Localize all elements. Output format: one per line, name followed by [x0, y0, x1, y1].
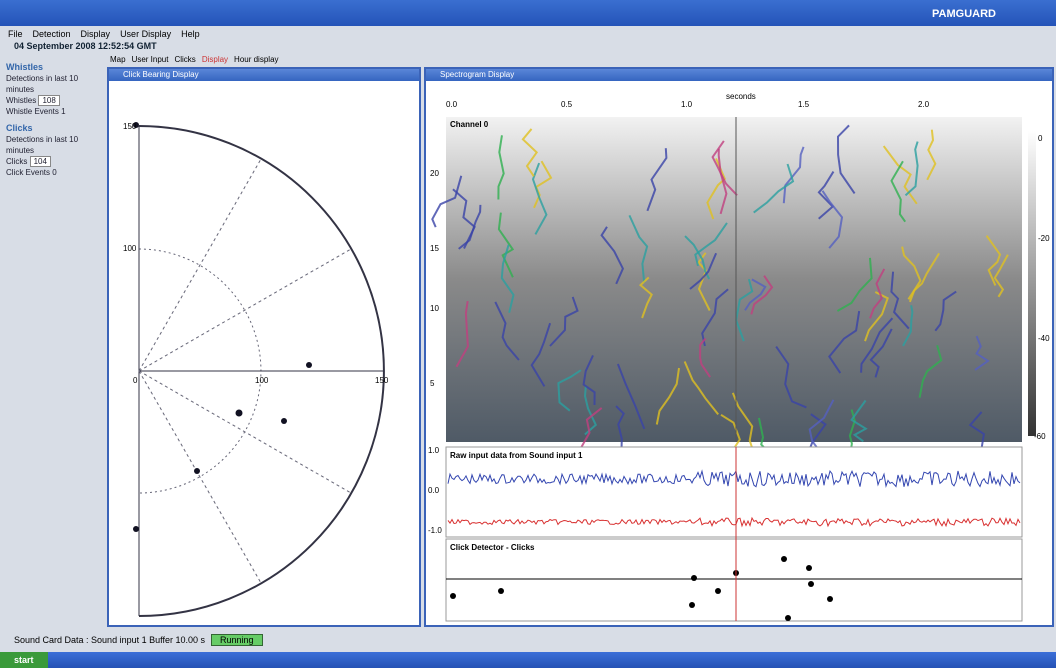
taskbar: start: [0, 652, 1056, 668]
app-screen: PAMGUARD File Detection Display User Dis…: [0, 0, 1056, 668]
polar-label: 150: [375, 376, 389, 385]
colorbar: [1028, 131, 1036, 436]
row: Clicks 104: [6, 156, 102, 167]
y-tick: 10: [430, 304, 439, 313]
tab[interactable]: Clicks: [174, 55, 195, 64]
tab[interactable]: Map: [110, 55, 126, 64]
menu-bar: File Detection Display User Display Help: [8, 29, 200, 39]
caption: Detections in last 10 minutes: [6, 134, 102, 156]
window-title: Click Bearing Display: [109, 69, 419, 81]
x-tick: 1.0: [681, 100, 693, 109]
window-title: PAMGUARD: [932, 8, 996, 20]
key: Whistles: [6, 96, 36, 105]
x-tick: 0.0: [446, 100, 458, 109]
y-tick: 5: [430, 379, 435, 388]
polar-label: 150: [123, 122, 137, 131]
colorbar-tick: -60: [1034, 432, 1046, 441]
x-tick: 0.5: [561, 100, 573, 109]
y-tick: -1.0: [428, 526, 442, 535]
raw-title: Raw input data from Sound input 1: [450, 451, 583, 460]
y-tick: 0.0: [428, 486, 440, 495]
spectrogram-plot: seconds 0.0 0.5 1.0 1.5 2.0 Channel 0 20…: [426, 81, 1052, 623]
polar-label: 100: [255, 376, 269, 385]
click-title: Click Detector - Clicks: [450, 543, 535, 552]
value: 108: [38, 95, 59, 106]
status-state: Running: [211, 634, 263, 646]
tab[interactable]: Display: [202, 55, 228, 64]
heading: Clicks: [6, 123, 102, 134]
polar-plot: 150 100 0 100 150: [109, 81, 419, 623]
row: Whistles 108: [6, 95, 102, 106]
spectrogram-window: Spectrogram Display seconds 0.0 0.5 1.0 …: [424, 67, 1054, 627]
caption: Detections in last 10 minutes: [6, 73, 102, 95]
detections: [133, 122, 312, 532]
polar-label: 100: [123, 244, 137, 253]
bearing-window: Click Bearing Display 150 100 0 100 150: [107, 67, 421, 627]
tab[interactable]: Hour display: [234, 55, 278, 64]
row: Whistle Events 1: [6, 106, 102, 117]
menu-item[interactable]: User Display: [120, 29, 171, 39]
heading: Whistles: [6, 62, 102, 73]
y-tick: 20: [430, 169, 439, 178]
window-title: Spectrogram Display: [426, 69, 1052, 81]
status-bar: Sound Card Data : Sound input 1 Buffer 1…: [14, 634, 263, 646]
title-bar: PAMGUARD: [0, 0, 1056, 26]
tab-bar: Map User Input Clicks Display Hour displ…: [110, 55, 279, 64]
value: 1: [61, 107, 65, 116]
y-tick: 15: [430, 244, 439, 253]
value: 0: [52, 168, 56, 177]
key: Whistle Events: [6, 107, 59, 116]
colorbar-tick: -20: [1038, 234, 1050, 243]
x-tick: 1.5: [798, 100, 810, 109]
side-panel: Whistles Detections in last 10 minutes W…: [6, 62, 102, 178]
panel-label: Channel 0: [450, 120, 489, 129]
row: Click Events 0: [6, 167, 102, 178]
start-button[interactable]: start: [0, 652, 48, 668]
value: 104: [30, 156, 51, 167]
date-label: 04 September 2008 12:52:54 GMT: [14, 41, 157, 51]
colorbar-tick: 0: [1038, 134, 1043, 143]
menu-item[interactable]: Display: [81, 29, 111, 39]
key: Click Events: [6, 168, 50, 177]
status-text: Sound Card Data : Sound input 1 Buffer 1…: [14, 635, 205, 645]
x-axis-label: seconds: [726, 92, 756, 101]
x-tick: 2.0: [918, 100, 930, 109]
menu-item[interactable]: Help: [181, 29, 200, 39]
colorbar-tick: -40: [1038, 334, 1050, 343]
menu-item[interactable]: File: [8, 29, 23, 39]
tab[interactable]: User Input: [132, 55, 169, 64]
key: Clicks: [6, 157, 27, 166]
menu-item[interactable]: Detection: [33, 29, 71, 39]
y-tick: 1.0: [428, 446, 440, 455]
polar-label: 0: [133, 376, 138, 385]
